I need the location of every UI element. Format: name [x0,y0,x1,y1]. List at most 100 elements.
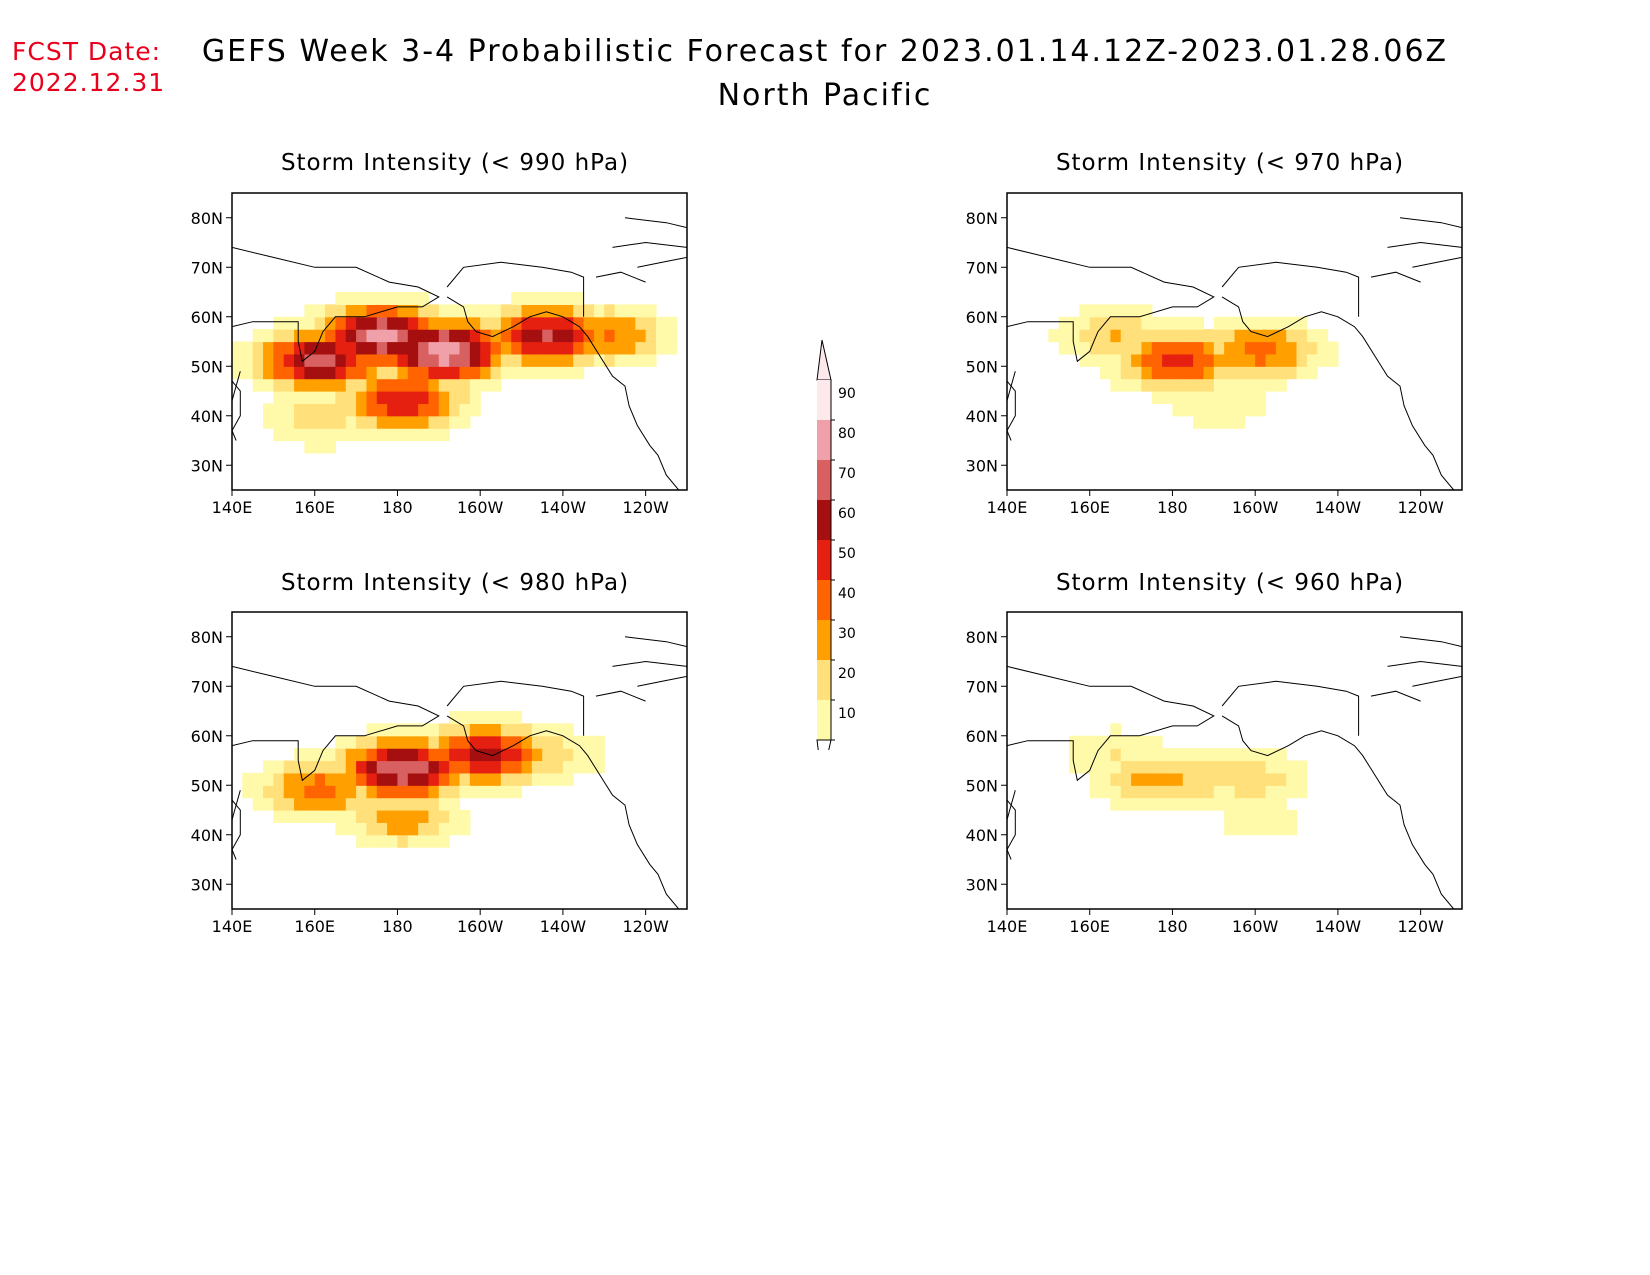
prob-cell [325,428,337,442]
prob-cell [397,785,409,799]
prob-cell [490,378,502,392]
probability-field-980 [232,636,687,909]
prob-cell [469,341,481,355]
prob-cell [1120,353,1132,367]
prob-cell [542,723,554,737]
prob-cell [480,772,492,786]
prob-cell [294,316,305,330]
prob-cell [1151,772,1163,786]
prob-cell [604,341,616,355]
prob-cell [1172,785,1184,799]
prob-cell [593,735,605,749]
prob-cell [283,341,295,355]
prob-cell [252,341,264,355]
coastline [1007,246,1215,363]
prob-cell [469,748,481,762]
prob-cell [387,391,399,404]
prob-cell [593,341,605,355]
prob-cell [459,810,471,823]
prob-cell [418,810,430,823]
prob-cell [1079,760,1091,774]
prob-cell [325,797,337,811]
prob-cell [1234,810,1246,823]
prob-cell [438,735,450,749]
prob-cell [1193,785,1205,799]
prob-cell [1275,822,1287,836]
prob-cell [1162,785,1174,799]
prob-cell [1151,735,1163,749]
prob-cell [428,834,440,848]
prob-cell [1069,316,1080,330]
prob-cell [511,316,523,330]
prob-cell [1172,772,1184,786]
prob-cell [624,329,636,343]
prob-cell [1182,366,1194,380]
prob-cell [1131,785,1143,799]
prob-cell [1244,760,1256,774]
prob-cell [345,353,357,367]
prob-cell [1213,316,1225,330]
prob-cell [573,329,585,343]
prob-cell [511,723,523,737]
prob-cell [335,378,347,392]
prob-cell [1234,760,1246,774]
prob-cell [335,797,347,811]
prob-cell [345,797,357,811]
coastline [1007,371,1016,402]
prob-cell [531,353,543,367]
prob-cell [356,415,368,429]
prob-cell [552,292,564,305]
prob-cell [1275,797,1287,811]
prob-cell [283,353,295,367]
prob-cell [469,735,481,749]
prob-cell [294,403,305,417]
prob-cell [294,415,305,429]
prob-cell [407,403,419,417]
prob-cell [1224,748,1236,762]
prob-cell [1131,316,1143,330]
prob-cell [1089,785,1101,799]
prob-cell [356,391,368,404]
prob-cell [407,810,419,823]
coastline [232,799,241,860]
prob-cell [500,760,512,774]
prob-cell [490,785,502,799]
prob-cell [1182,329,1194,343]
prob-cell [562,304,574,318]
prob-cell [624,341,636,355]
prob-cell [283,378,295,392]
prob-cell [521,748,533,762]
prob-cell [1110,772,1122,786]
prob-cell [294,329,305,343]
prob-cell [407,415,419,429]
prob-cell [366,772,378,786]
prob-cell [1120,304,1132,318]
prob-cell [1120,735,1132,749]
prob-cell [583,760,595,774]
prob-cell [1203,415,1215,429]
prob-cell [418,822,430,836]
prob-cell [263,378,274,392]
prob-cell [459,316,471,330]
prob-cell [635,304,647,318]
lon-tick-label: 180 [1157,917,1188,932]
prob-cell [407,329,419,343]
prob-cell [1213,341,1225,355]
prob-cell [1089,748,1101,762]
prob-cell [614,316,626,330]
prob-cell [1255,329,1267,343]
prob-cell [376,292,388,305]
prob-cell [407,341,419,355]
prob-cell [1120,366,1132,380]
prob-cell [1110,366,1122,380]
prob-cell [500,353,512,367]
prob-cell [1089,304,1101,318]
prob-cell [1203,341,1215,355]
prob-cell [387,748,399,762]
prob-cell [376,822,388,836]
prob-cell [376,723,388,737]
prob-cell [1265,785,1277,799]
prob-cell [1110,797,1122,811]
prob-cell [1286,810,1298,823]
prob-cell [345,391,357,404]
